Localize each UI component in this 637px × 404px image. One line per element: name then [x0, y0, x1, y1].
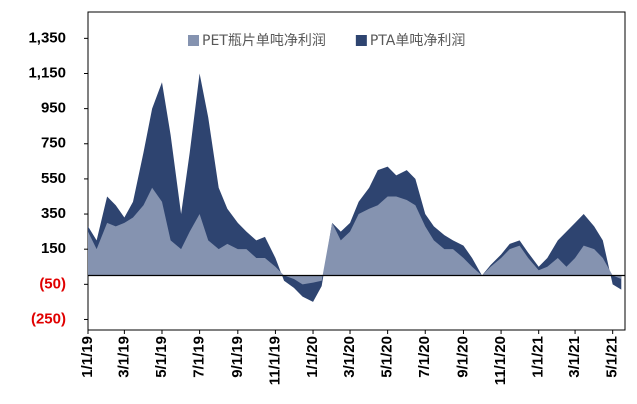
- y-tick-label: 1,150: [28, 64, 66, 81]
- y-tick-label: 950: [41, 100, 66, 117]
- y-tick-label: 1,350: [28, 29, 66, 46]
- area: [88, 187, 622, 285]
- y-tick-label: 150: [41, 240, 66, 257]
- legend-swatch: [188, 35, 199, 46]
- x-tick-label: 1/1/21: [530, 336, 547, 378]
- x-tick-label: 9/1/20: [454, 336, 471, 378]
- x-tick-label: 3/1/19: [115, 336, 132, 378]
- x-tick-label: 7/1/20: [416, 336, 433, 378]
- y-tick-label: 550: [41, 170, 66, 187]
- x-tick-label: 3/1/20: [341, 336, 358, 378]
- x-tick-label: 9/1/19: [229, 336, 246, 378]
- legend-label: PTA单吨净利润: [370, 33, 465, 49]
- x-tick-label: 5/1/20: [379, 336, 396, 378]
- x-tick-label: 3/1/21: [566, 336, 583, 378]
- legend-swatch: [355, 35, 367, 46]
- x-tick-label: 11/1/20: [492, 336, 509, 385]
- y-tick-label: (250): [31, 310, 66, 327]
- x-tick-label: 1/1/20: [304, 336, 321, 378]
- y-tick-label: 750: [41, 135, 66, 152]
- y-tick-label: (50): [39, 275, 66, 292]
- x-tick-label: 1/1/19: [79, 336, 96, 378]
- y-tick-label: 350: [41, 205, 66, 222]
- x-tick-label: 5/1/21: [604, 336, 621, 378]
- x-tick-label: 5/1/19: [153, 336, 170, 378]
- x-tick-label: 11/1/19: [266, 336, 283, 385]
- plot-frame: [87, 11, 626, 331]
- legend-label: PET瓶片单吨净利润: [202, 33, 326, 49]
- area: [88, 73, 622, 302]
- x-tick-label: 7/1/19: [191, 336, 208, 378]
